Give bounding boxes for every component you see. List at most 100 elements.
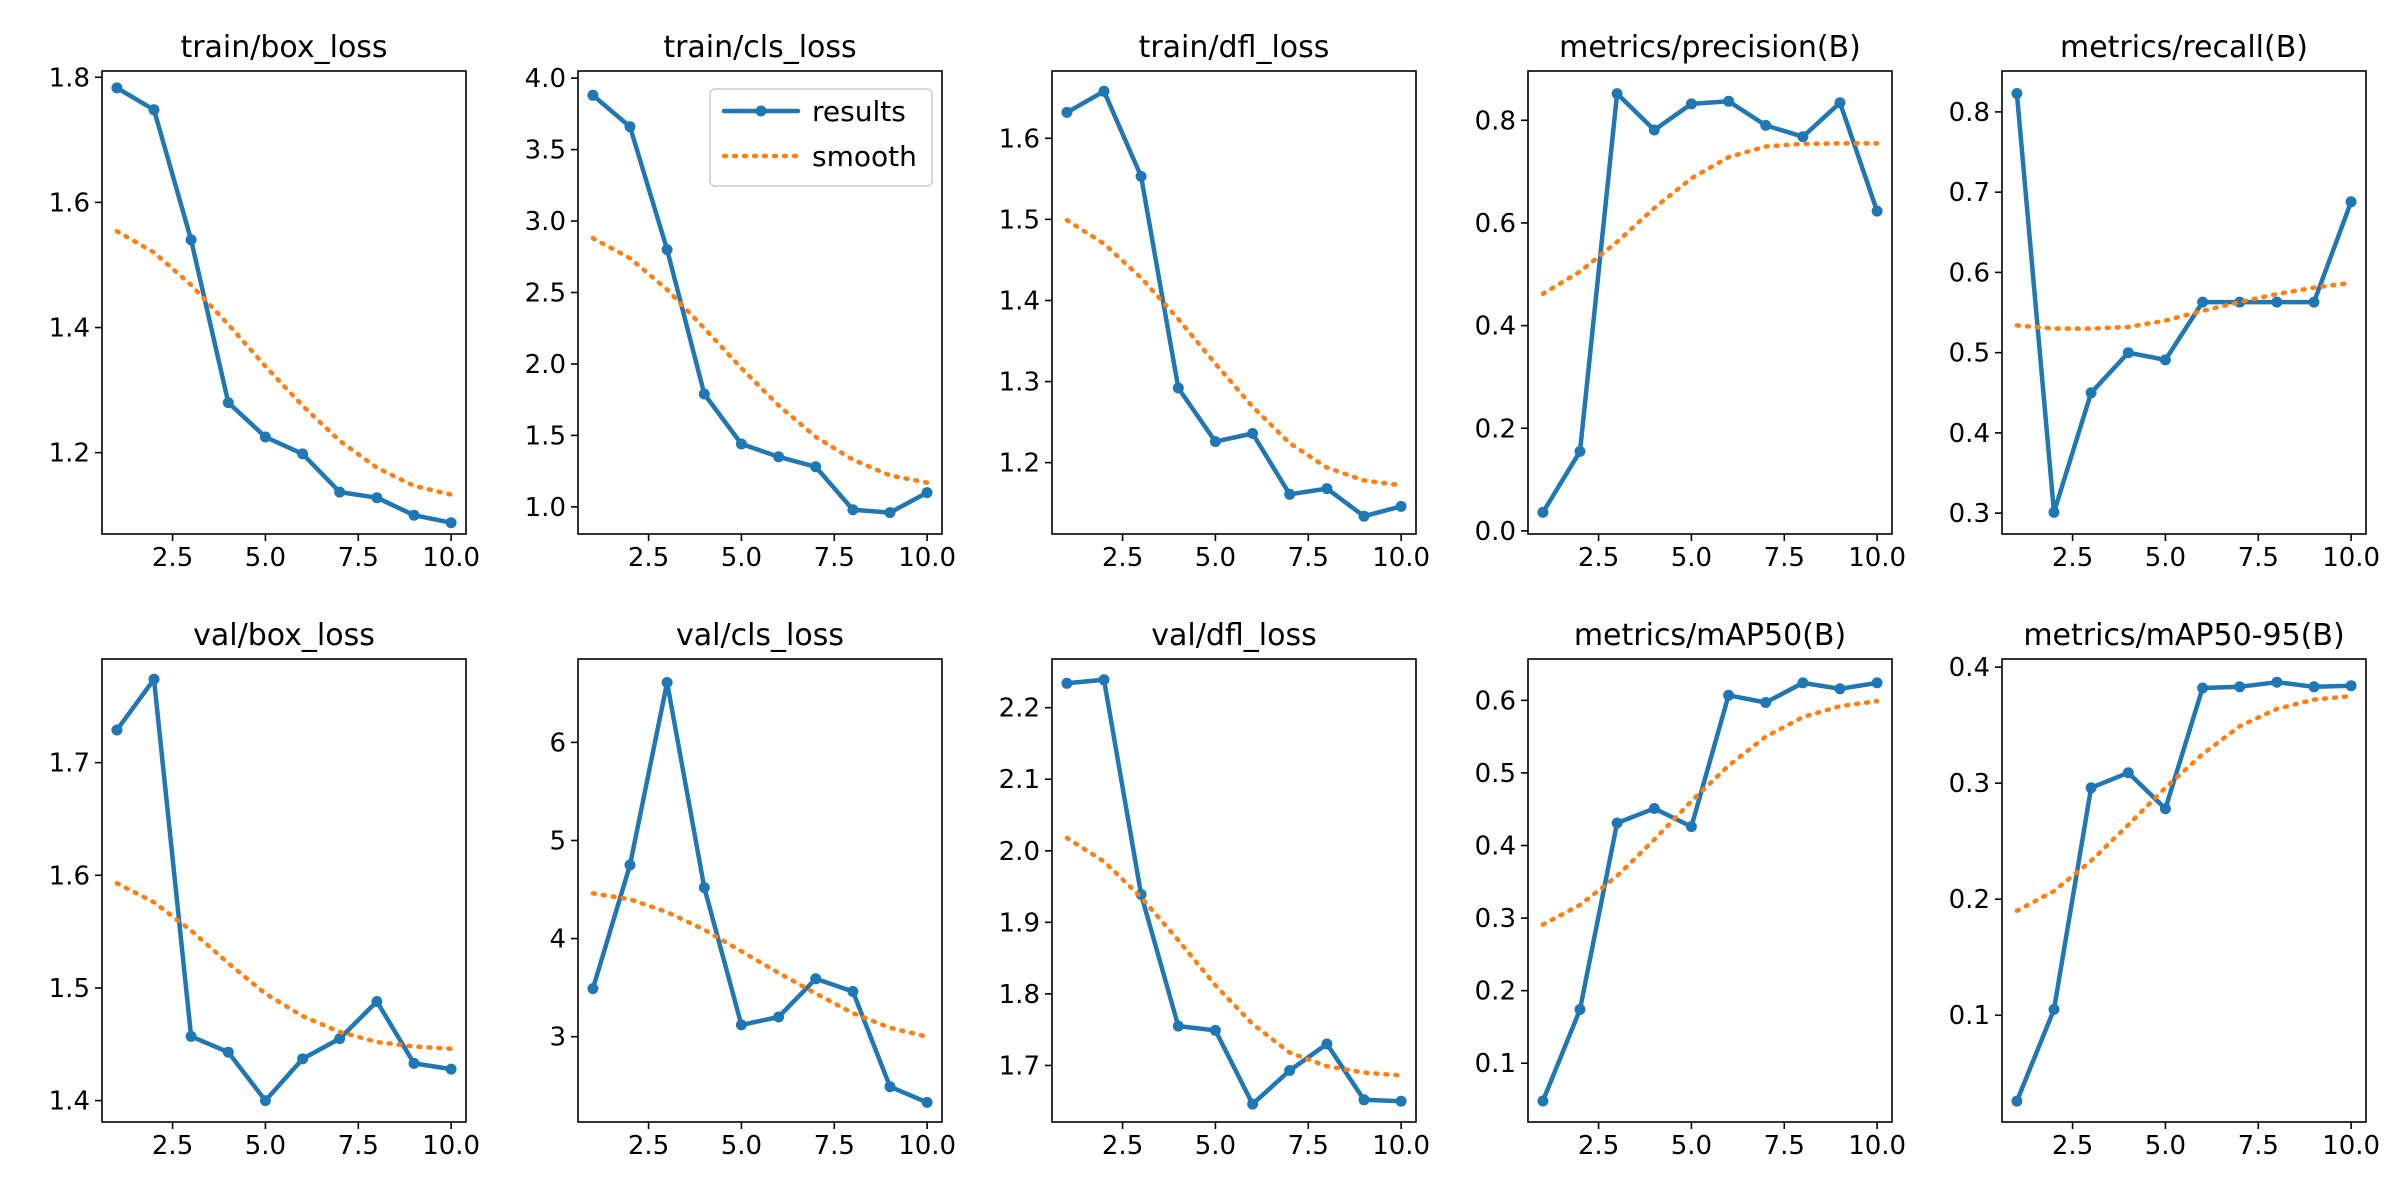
panel-val-dfl-loss-series-results-point bbox=[1209, 1024, 1221, 1036]
panel-train-box-loss-series-results-line bbox=[114, 85, 454, 525]
panel-train-dfl-loss-series-results-line bbox=[1064, 89, 1404, 519]
panel-metrics-recall-b-series-results-line bbox=[2014, 91, 2354, 515]
panel-train-cls-loss-series-results-line bbox=[590, 93, 930, 515]
panel-metrics-recall-b-series-results-point bbox=[2085, 387, 2097, 399]
panel-val-dfl-loss-series-results-point bbox=[1358, 1094, 1370, 1106]
panel-val-cls-loss-ytick-label: 3 bbox=[549, 1023, 566, 1053]
panel-metrics-map50-95-b-series-results-point bbox=[2122, 767, 2134, 779]
panel-train-dfl-loss-ytick-label: 1.4 bbox=[999, 286, 1040, 316]
panel-metrics-map50-b-series-smooth-line bbox=[1540, 698, 1880, 927]
panel-val-box-loss-series-results-point bbox=[259, 1095, 271, 1107]
panel-val-cls-loss-series-results-point bbox=[587, 983, 599, 995]
panel-val-dfl-loss-series-results-line bbox=[1064, 677, 1404, 1107]
panel-metrics-map50-b-series-results-point bbox=[1648, 803, 1660, 814]
panel-val-box-loss-ytick-label: 1.6 bbox=[49, 861, 90, 891]
panel-val-cls-loss: val/cls_loss 2.5 5.0 7.5 10.0 3 4 5 6 bbox=[549, 618, 956, 1161]
panel-metrics-recall-b-ytick-label: 0.8 bbox=[1949, 98, 1990, 128]
panel-train-box-loss-xtick-label: 7.5 bbox=[338, 543, 379, 573]
panel-metrics-recall-b-series-smooth bbox=[2014, 280, 2354, 331]
panel-metrics-map50-b-xtick-label: 10.0 bbox=[1848, 1131, 1906, 1161]
panel-metrics-map50-95-b-ytick-label: 0.3 bbox=[1949, 769, 1990, 799]
panel-metrics-map50-95-b-series-results-line bbox=[2014, 679, 2354, 1104]
panel-metrics-precision-b-xtick-label: 10.0 bbox=[1848, 543, 1906, 573]
panel-val-box-loss-series-results-point bbox=[408, 1057, 420, 1069]
panel-metrics-map50-b-series-results-point bbox=[1760, 697, 1772, 708]
panel-metrics-recall-b-series-results-point bbox=[2271, 296, 2283, 308]
panel-metrics-precision-b-series-results bbox=[1537, 88, 1883, 518]
panel-train-cls-loss-ytick-label: 3.0 bbox=[525, 207, 566, 237]
panel-train-cls-loss-title: train/cls_loss bbox=[663, 30, 856, 65]
panel-metrics-precision-b-ytick-label: 0.2 bbox=[1475, 414, 1516, 444]
panel-metrics-recall-b-axes-frame bbox=[2001, 70, 2367, 535]
panel-metrics-precision-b-ytick-label: 0.4 bbox=[1475, 312, 1516, 342]
panel-train-cls-loss-xtick-label: 10.0 bbox=[898, 543, 956, 573]
panel-val-dfl-loss-series-results-point bbox=[1098, 674, 1110, 686]
panel-val-dfl-loss-ytick-label: 2.0 bbox=[999, 837, 1040, 867]
panel-metrics-precision-b: metrics/precision(B) 2.5 5.0 7.5 10.0 0.0 0.2 0… bbox=[1475, 30, 1906, 573]
panel-metrics-precision-b-xtick-label: 5.0 bbox=[1671, 543, 1712, 573]
panel-train-box-loss-series-results-point bbox=[334, 486, 346, 498]
panel-train-dfl-loss-series-results-point bbox=[1209, 436, 1221, 448]
panel-train-cls-loss-series-results-point bbox=[698, 388, 710, 400]
panel-train-cls-loss-ytick-label: 2.0 bbox=[525, 350, 566, 380]
panel-train-cls-loss-series-smooth-line bbox=[590, 235, 930, 485]
panel-metrics-precision-b-series-smooth-line bbox=[1540, 141, 1880, 297]
panel-metrics-precision-b-axes-frame bbox=[1527, 70, 1893, 535]
panel-metrics-map50-b-ytick-label: 0.2 bbox=[1475, 977, 1516, 1007]
panel-metrics-map50-95-b-xtick-label: 7.5 bbox=[2238, 1131, 2279, 1161]
panel-val-dfl-loss-series-results-point bbox=[1247, 1098, 1259, 1110]
panel-train-dfl-loss-title: train/dfl_loss bbox=[1139, 30, 1330, 65]
panel-metrics-map50-95-b-ytick-label: 0.2 bbox=[1949, 885, 1990, 915]
panel-val-box-loss-series-results bbox=[111, 673, 457, 1107]
panel-train-cls-loss-xtick-label: 2.5 bbox=[628, 543, 669, 573]
panel-train-dfl-loss-series-results-point bbox=[1061, 106, 1073, 118]
panel-train-box-loss-series-results-point bbox=[371, 492, 383, 504]
panel-val-cls-loss-ytick-label: 6 bbox=[549, 728, 566, 758]
panel-val-cls-loss-series-results-point bbox=[847, 986, 859, 997]
panel-train-cls-loss-ytick-label: 2.5 bbox=[525, 278, 566, 308]
panel-metrics-recall-b-xtick-label: 2.5 bbox=[2052, 543, 2093, 573]
panel-metrics-map50-95-b-xtick-label: 5.0 bbox=[2145, 1131, 2186, 1161]
panel-metrics-map50-b-series-results bbox=[1537, 677, 1883, 1107]
legend: results smooth bbox=[709, 88, 933, 187]
panel-val-cls-loss-series-results-point bbox=[921, 1096, 933, 1108]
panel-train-dfl-loss-ytick-label: 1.6 bbox=[999, 124, 1040, 154]
panel-metrics-precision-b-xtick-label: 7.5 bbox=[1764, 543, 1805, 573]
panel-val-cls-loss-xtick-label: 10.0 bbox=[898, 1131, 956, 1161]
panel-train-dfl-loss-series-results-point bbox=[1395, 500, 1407, 512]
panel-metrics-map50-b-ytick-label: 0.5 bbox=[1475, 759, 1516, 789]
panel-metrics-map50-95-b-axes-frame bbox=[2001, 658, 2367, 1123]
legend-label-results: results bbox=[812, 95, 906, 128]
panel-train-cls-loss: train/cls_loss 2.5 5.0 7.5 10.0 1.0 1.5 2.0 2.5 3… bbox=[525, 30, 956, 573]
panel-val-dfl-loss-series-results bbox=[1061, 674, 1407, 1110]
panel-train-box-loss-series-results bbox=[111, 82, 457, 529]
panel-val-box-loss-series-results-point bbox=[297, 1053, 309, 1065]
panel-metrics-map50-b-series-results-point bbox=[1797, 677, 1809, 689]
panel-val-cls-loss-xtick-label: 7.5 bbox=[814, 1131, 855, 1161]
panel-metrics-recall-b-series-results-point bbox=[2197, 296, 2209, 308]
panel-metrics-precision-b-title: metrics/precision(B) bbox=[1559, 30, 1861, 65]
panel-train-box-loss-ytick-label: 1.8 bbox=[49, 63, 90, 93]
panel-train-cls-loss-xtick-label: 5.0 bbox=[721, 543, 762, 573]
panel-train-box-loss-series-results-point bbox=[222, 397, 234, 409]
panel-train-cls-loss-ytick-label: 3.5 bbox=[525, 136, 566, 166]
panel-train-cls-loss-series-results bbox=[587, 89, 933, 519]
panel-train-dfl-loss-xtick-label: 7.5 bbox=[1288, 543, 1329, 573]
panel-train-box-loss-series-results-point bbox=[445, 517, 457, 529]
panel-metrics-recall-b-series-smooth-line bbox=[2014, 280, 2354, 331]
panel-train-dfl-loss-axes-frame bbox=[1051, 70, 1417, 535]
panel-val-box-loss-series-results-point bbox=[334, 1033, 346, 1045]
panel-metrics-precision-b-xtick-label: 2.5 bbox=[1578, 543, 1619, 573]
panel-val-dfl-loss-xtick-label: 7.5 bbox=[1288, 1131, 1329, 1161]
panel-val-box-loss-series-results-point bbox=[185, 1030, 197, 1042]
panel-metrics-precision-b-series-results-point bbox=[1537, 506, 1549, 518]
panel-metrics-recall-b: metrics/recall(B) 2.5 5.0 7.5 10.0 0.3 0.4 0.5 0… bbox=[1949, 30, 2380, 573]
panel-val-box-loss: val/box_loss 2.5 5.0 7.5 10.0 1.4 1.5 1.6 1.7 bbox=[49, 618, 480, 1161]
panel-metrics-map50-95-b-ytick-label: 0.1 bbox=[1949, 1001, 1990, 1031]
panel-train-dfl-loss-xtick-label: 2.5 bbox=[1102, 543, 1143, 573]
panel-metrics-precision-b-series-results-point bbox=[1723, 95, 1735, 107]
panel-val-dfl-loss-series-results-point bbox=[1321, 1038, 1333, 1050]
panel-train-box-loss-series-results-point bbox=[297, 448, 309, 460]
panel-val-cls-loss-ytick-label: 4 bbox=[549, 925, 566, 955]
